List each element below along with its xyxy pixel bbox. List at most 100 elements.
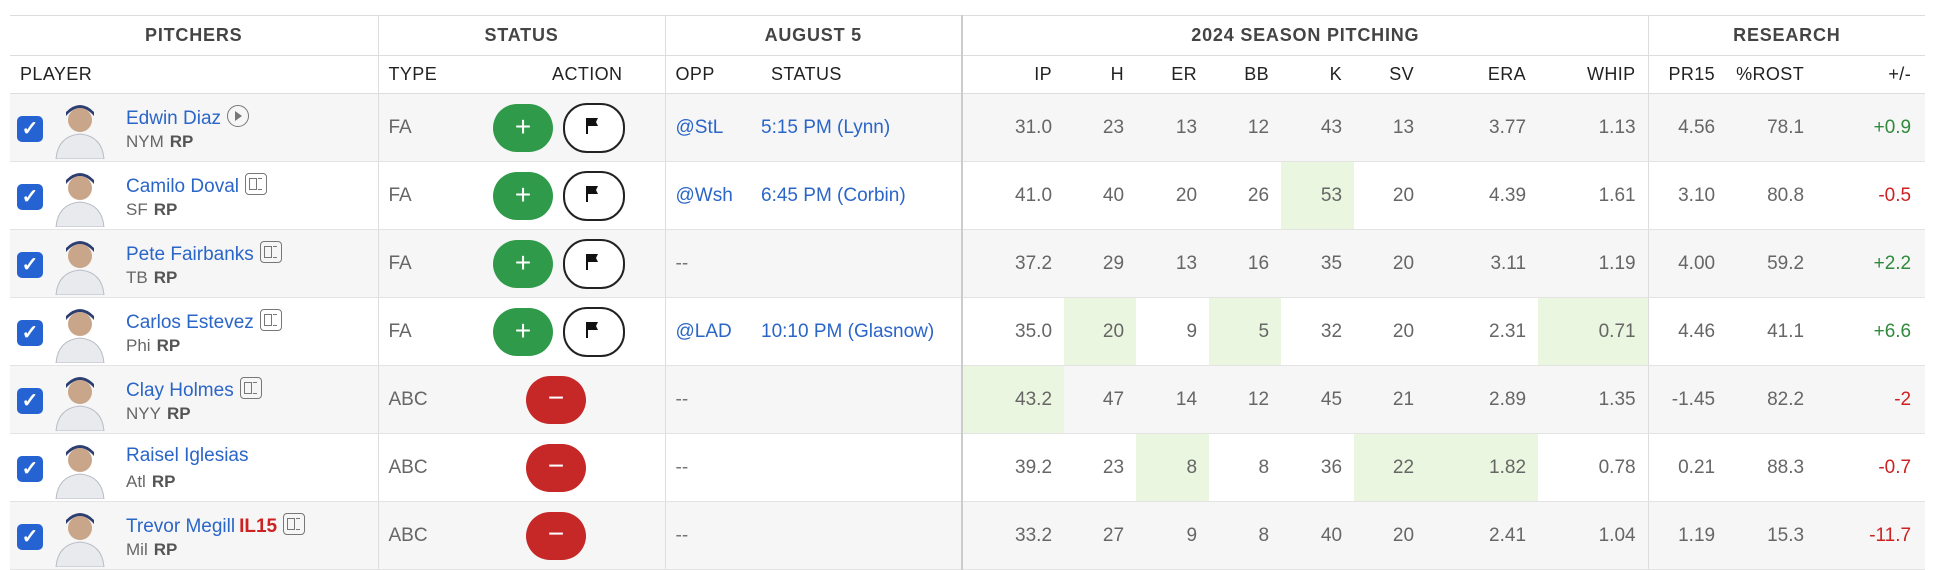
col-rost[interactable]: %ROST <box>1727 55 1817 94</box>
col-bb[interactable]: BB <box>1209 55 1282 94</box>
position-label: RP <box>156 336 181 355</box>
watch-button[interactable] <box>563 103 625 153</box>
stat-k: 43 <box>1281 93 1355 162</box>
opponent-link[interactable]: @Wsh <box>665 161 762 230</box>
watch-button[interactable] <box>563 239 625 289</box>
add-button[interactable]: + <box>493 104 553 152</box>
stat-era: 4.39 <box>1426 161 1539 230</box>
drop-button[interactable]: − <box>526 444 586 492</box>
flag-icon <box>586 118 598 134</box>
news-icon[interactable] <box>239 377 262 399</box>
select-checkbox[interactable]: ✓ <box>17 524 43 550</box>
stat-whip: 1.61 <box>1538 161 1649 230</box>
type-cell: ABC <box>378 501 510 570</box>
avatar <box>50 232 110 295</box>
action-cell: + <box>493 297 666 366</box>
player-cell: ✓ Clay Holmes NYY RP <box>10 365 379 434</box>
game-status-link <box>761 365 964 434</box>
game-status-link[interactable]: 6:45 PM (Corbin) <box>761 161 964 230</box>
col-sv[interactable]: SV <box>1354 55 1427 94</box>
stat-plus-minus: -0.5 <box>1816 161 1926 230</box>
stat-k: 53 <box>1281 161 1355 230</box>
col-pr15[interactable]: PR15 <box>1648 55 1728 94</box>
opponent-link[interactable]: @StL <box>665 93 762 162</box>
news-icon[interactable] <box>259 309 282 331</box>
col-opp[interactable]: OPP <box>665 55 762 94</box>
table-row: ✓ Carlos Estevez Phi RP FA + @LAD 10:10 PM (Gla… <box>10 297 1926 366</box>
action-cell: − <box>510 433 666 502</box>
stat-sv: 13 <box>1354 93 1427 162</box>
opponent-link: -- <box>665 365 762 434</box>
player-name-link[interactable]: Clay Holmes <box>126 380 234 401</box>
stat-er: 13 <box>1136 229 1210 298</box>
select-checkbox[interactable]: ✓ <box>17 456 43 482</box>
game-status-link[interactable]: 5:15 PM (Lynn) <box>761 93 964 162</box>
select-checkbox[interactable]: ✓ <box>17 320 43 346</box>
stat-bb: 5 <box>1209 297 1282 366</box>
col-h[interactable]: H <box>1064 55 1137 94</box>
flag-icon <box>586 322 598 338</box>
player-cell: ✓ Trevor Megill IL15 Mil RP <box>10 501 379 570</box>
col-type[interactable]: TYPE <box>378 55 510 94</box>
col-ip[interactable]: IP <box>962 55 1065 94</box>
add-button[interactable]: + <box>493 308 553 356</box>
type-cell: FA <box>378 161 510 230</box>
stat-era: 3.77 <box>1426 93 1539 162</box>
stat-er: 8 <box>1136 433 1210 502</box>
opponent-link[interactable]: @LAD <box>665 297 762 366</box>
drop-button[interactable]: − <box>526 376 586 424</box>
col-plus-minus[interactable]: +/- <box>1816 55 1926 94</box>
add-button[interactable]: + <box>493 172 553 220</box>
select-checkbox[interactable]: ✓ <box>17 388 43 414</box>
type-cell: FA <box>378 297 510 366</box>
col-player[interactable]: PLAYER <box>10 55 379 94</box>
col-er[interactable]: ER <box>1136 55 1210 94</box>
stat-h: 27 <box>1064 501 1137 570</box>
news-icon[interactable] <box>244 173 267 195</box>
player-name-link[interactable]: Camilo Doval <box>126 176 239 197</box>
player-name-link[interactable]: Pete Fairbanks <box>126 244 254 265</box>
stat-er: 13 <box>1136 93 1210 162</box>
stat-pr15: -1.45 <box>1648 365 1728 434</box>
stat-bb: 26 <box>1209 161 1282 230</box>
player-name-link[interactable]: Trevor Megill <box>126 516 236 537</box>
group-pitchers: PITCHERS <box>10 15 379 56</box>
select-checkbox[interactable]: ✓ <box>17 184 43 210</box>
table-body: ✓ Edwin Diaz NYM RP FA + @StL 5:15 PM (Lynn) 31.… <box>10 93 1926 570</box>
news-icon[interactable] <box>259 241 282 263</box>
player-name-link[interactable]: Carlos Estevez <box>126 312 254 333</box>
select-checkbox[interactable]: ✓ <box>17 116 43 142</box>
col-whip[interactable]: WHIP <box>1538 55 1649 94</box>
stat-whip: 1.19 <box>1538 229 1649 298</box>
table-row: ✓ Trevor Megill IL15 Mil RP ABC − -- 33.2 27 9 8 40 2… <box>10 501 1926 570</box>
stat-plus-minus: -0.7 <box>1816 433 1926 502</box>
news-icon[interactable] <box>283 513 306 535</box>
col-era[interactable]: ERA <box>1426 55 1539 94</box>
stat-er: 14 <box>1136 365 1210 434</box>
avatar <box>50 504 110 567</box>
drop-button[interactable]: − <box>526 512 586 560</box>
game-status-link <box>761 433 964 502</box>
col-k[interactable]: K <box>1281 55 1355 94</box>
team-label: TB <box>126 268 148 287</box>
stat-k: 40 <box>1281 501 1355 570</box>
watch-button[interactable] <box>563 171 625 221</box>
stat-ip: 33.2 <box>962 501 1065 570</box>
player-name-link[interactable]: Edwin Diaz <box>126 108 222 129</box>
select-checkbox[interactable]: ✓ <box>17 252 43 278</box>
column-header-row: PLAYER TYPE ACTION OPP STATUS IP H ER BB… <box>10 55 1926 94</box>
stat-k: 32 <box>1281 297 1355 366</box>
stat-whip: 1.13 <box>1538 93 1649 162</box>
play-icon[interactable] <box>227 105 250 127</box>
add-button[interactable]: + <box>493 240 553 288</box>
player-cell: ✓ Carlos Estevez Phi RP <box>10 297 379 366</box>
stat-sv: 21 <box>1354 365 1427 434</box>
player-name-link[interactable]: Raisel Iglesias <box>126 445 249 466</box>
pitchers-table-container: PITCHERS STATUS AUGUST 5 2024 SEASON PIT… <box>10 15 1926 570</box>
watch-button[interactable] <box>563 307 625 357</box>
action-cell: − <box>510 365 666 434</box>
game-status-link[interactable]: 10:10 PM (Glasnow) <box>761 297 964 366</box>
col-status[interactable]: STATUS <box>761 55 964 94</box>
stat-h: 23 <box>1064 93 1137 162</box>
pitchers-table: PITCHERS STATUS AUGUST 5 2024 SEASON PIT… <box>10 15 1926 570</box>
